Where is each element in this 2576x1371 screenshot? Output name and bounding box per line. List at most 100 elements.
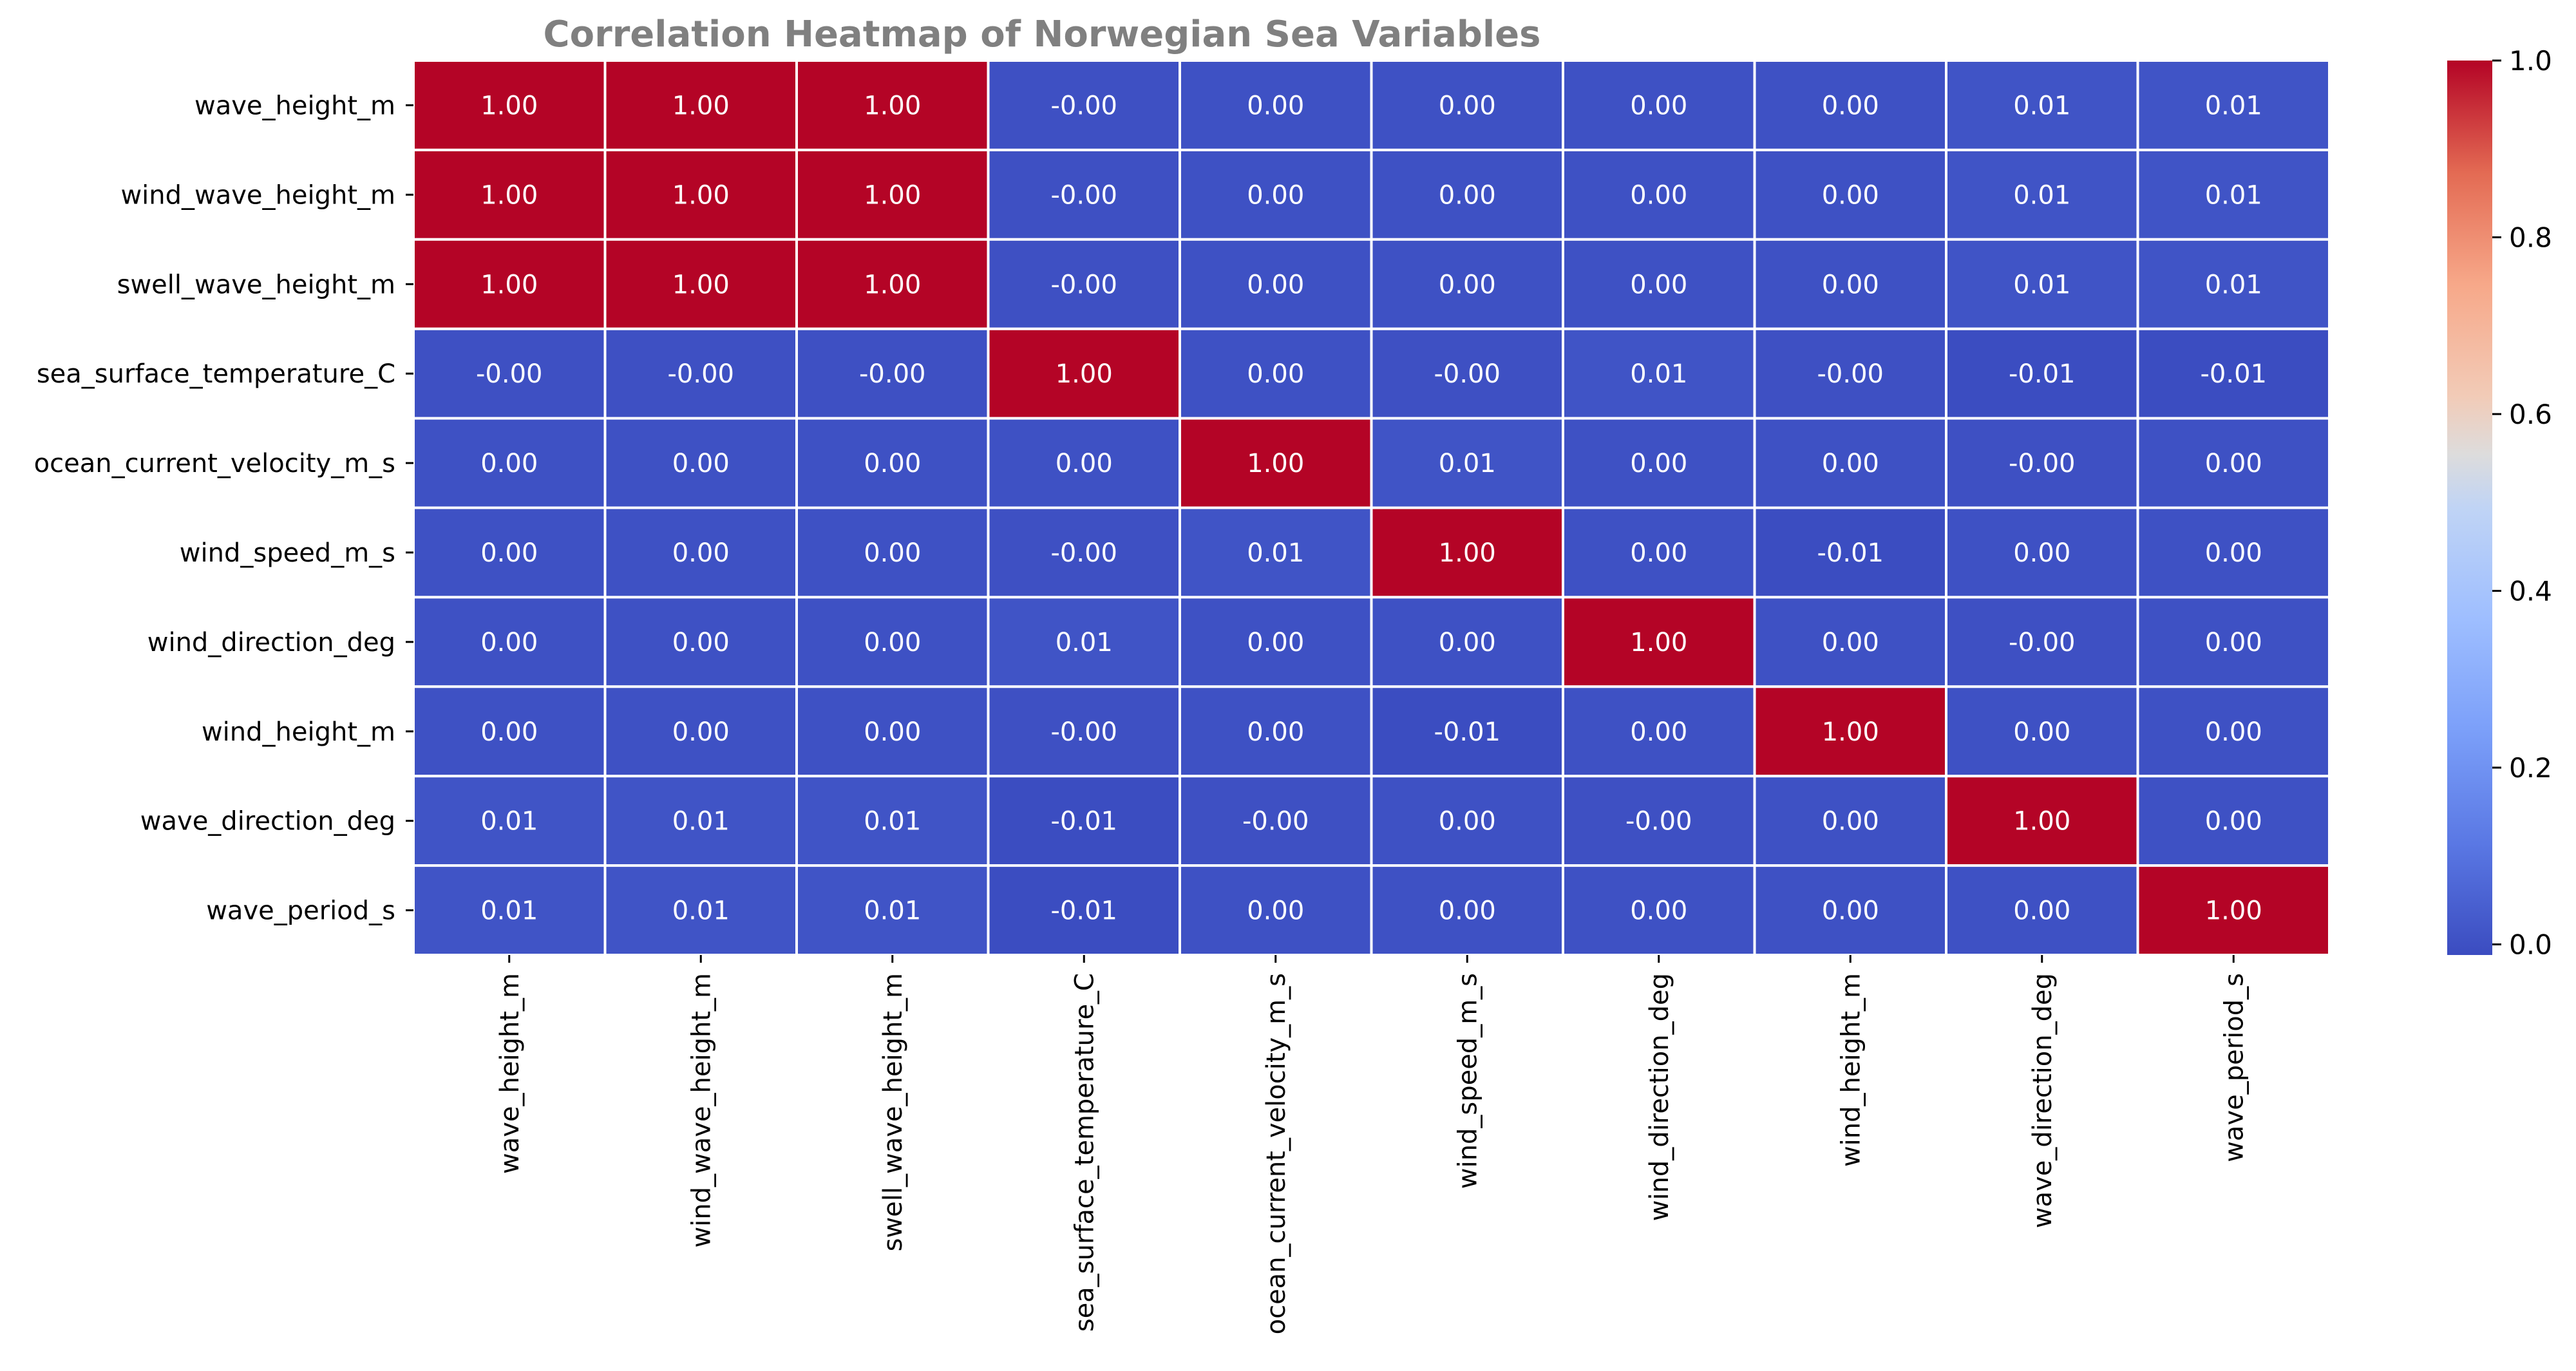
cell-value-label: 0.01 xyxy=(1630,359,1687,389)
colorbar-gradient xyxy=(2447,61,2492,955)
heatmap-cell xyxy=(412,506,607,599)
cell-value-label: 1.00 xyxy=(2013,807,2070,837)
cell-value-label: 0.00 xyxy=(2205,628,2262,657)
cell-value-label: 1.00 xyxy=(1056,359,1113,389)
heatmap-cell xyxy=(1562,327,1756,420)
cell-value-label: 0.00 xyxy=(864,628,921,657)
heatmap-cell xyxy=(1753,148,1947,241)
y-tick-label: wind_height_m xyxy=(202,717,395,747)
cell-value-label: -0.00 xyxy=(668,359,735,389)
heatmap-cell xyxy=(2136,417,2331,509)
cell-value-label: 1.00 xyxy=(864,270,921,299)
cell-value-label: -0.01 xyxy=(1434,717,1501,747)
cell-value-label: 0.00 xyxy=(1247,180,1304,210)
heatmap-cells: 1.00 1.00 1.00 -0.00 0.00 0.00 0.00 0.00 0.01 0.0… xyxy=(412,59,2331,956)
y-tick-label: wind_wave_height_m xyxy=(120,180,395,210)
heatmap-cell xyxy=(1179,417,1373,509)
x-tick-label: wind_height_m xyxy=(1836,973,1866,1167)
cell-value-label: 0.00 xyxy=(864,449,921,478)
heatmap-cell xyxy=(1753,685,1947,778)
x-tick-label: wave_height_m xyxy=(495,973,525,1174)
heatmap-cell xyxy=(1945,685,2139,778)
cell-value-label: 0.01 xyxy=(2013,91,2070,120)
colorbar-tick-label: 0.6 xyxy=(2509,399,2552,430)
heatmap-cell xyxy=(2136,327,2331,420)
cell-value-label: 0.01 xyxy=(480,896,538,926)
y-tick-label: ocean_current_velocity_m_s xyxy=(34,449,395,478)
y-tick-label: wave_height_m xyxy=(194,91,395,120)
cell-value-label: 0.00 xyxy=(1630,717,1687,747)
heatmap-cell xyxy=(1945,417,2139,509)
heatmap-cell xyxy=(603,59,798,151)
heatmap-cell xyxy=(795,775,990,867)
cell-value-label: 0.00 xyxy=(480,628,538,657)
colorbar-tick-label: 1.0 xyxy=(2509,45,2552,77)
x-tick-label: sea_surface_temperature_C xyxy=(1070,973,1099,1332)
cell-value-label: 0.01 xyxy=(1247,538,1304,568)
heatmap-cell xyxy=(412,238,607,330)
x-tick-label: wind_wave_height_m xyxy=(687,973,716,1248)
cell-value-label: 0.00 xyxy=(864,717,921,747)
colorbar-tick-label: 0.2 xyxy=(2509,752,2552,784)
x-tick-label: wind_direction_deg xyxy=(1645,973,1674,1221)
heatmap-cell xyxy=(1945,327,2139,420)
cell-value-label: -0.01 xyxy=(2201,359,2268,389)
heatmap-cell xyxy=(603,775,798,867)
heatmap-cell xyxy=(2136,775,2331,867)
heatmap-cell xyxy=(2136,864,2331,956)
cell-value-label: 0.00 xyxy=(1630,180,1687,210)
heatmap-cell xyxy=(412,59,607,151)
cell-value-label: -0.00 xyxy=(1051,91,1118,120)
cell-value-label: -0.01 xyxy=(2009,359,2076,389)
cell-value-label: 1.00 xyxy=(480,91,538,120)
heatmap-cell xyxy=(1945,238,2139,330)
x-tick-label: ocean_current_velocity_m_s xyxy=(1262,973,1291,1334)
cell-value-label: 0.00 xyxy=(1247,359,1304,389)
cell-value-label: 0.00 xyxy=(1822,91,1879,120)
heatmap-cell xyxy=(2136,148,2331,241)
cell-value-label: 1.00 xyxy=(672,91,730,120)
cell-value-label: 0.00 xyxy=(480,538,538,568)
cell-value-label: 0.00 xyxy=(1822,896,1879,926)
x-tick-label: wind_speed_m_s xyxy=(1453,973,1482,1189)
heatmap-cell xyxy=(1945,775,2139,867)
heatmap-cell xyxy=(987,148,1181,241)
heatmap-cell xyxy=(1370,417,1564,509)
heatmap-cell xyxy=(987,596,1181,688)
cell-value-label: -0.00 xyxy=(476,359,543,389)
heatmap-cell xyxy=(1370,506,1564,599)
cell-value-label: 0.00 xyxy=(1247,896,1304,926)
cell-value-label: -0.00 xyxy=(1051,717,1118,747)
cell-value-label: 0.00 xyxy=(1439,180,1496,210)
heatmap-cell xyxy=(2136,685,2331,778)
cell-value-label: 0.01 xyxy=(2205,180,2262,210)
cell-value-label: 0.00 xyxy=(1439,807,1496,837)
cell-value-label: 0.00 xyxy=(672,538,730,568)
heatmap-cell xyxy=(1370,685,1564,778)
cell-value-label: 0.00 xyxy=(1630,449,1687,478)
heatmap-cell xyxy=(1753,864,1947,956)
heatmap-cell xyxy=(1945,596,2139,688)
heatmap-cell xyxy=(795,685,990,778)
cell-value-label: 0.00 xyxy=(1822,449,1879,478)
cell-value-label: -0.00 xyxy=(1051,270,1118,299)
heatmap-cell xyxy=(1562,596,1756,688)
cell-value-label: 0.00 xyxy=(672,628,730,657)
heatmap-cell xyxy=(795,417,990,509)
cell-value-label: 0.00 xyxy=(672,449,730,478)
cell-value-label: 0.00 xyxy=(1822,180,1879,210)
heatmap-cell xyxy=(603,238,798,330)
cell-value-label: -0.01 xyxy=(1051,896,1118,926)
cell-value-label: 1.00 xyxy=(672,270,730,299)
cell-value-label: -0.00 xyxy=(859,359,926,389)
y-tick-label: wave_period_s xyxy=(206,896,395,926)
cell-value-label: -0.00 xyxy=(2009,628,2076,657)
heatmap-cell xyxy=(1945,148,2139,241)
cell-value-label: 0.00 xyxy=(1247,91,1304,120)
cell-value-label: 1.00 xyxy=(480,180,538,210)
cell-value-label: 0.00 xyxy=(2205,449,2262,478)
cell-value-label: 0.00 xyxy=(1822,270,1879,299)
cell-value-label: 0.00 xyxy=(480,449,538,478)
cell-value-label: 0.00 xyxy=(2013,538,2070,568)
